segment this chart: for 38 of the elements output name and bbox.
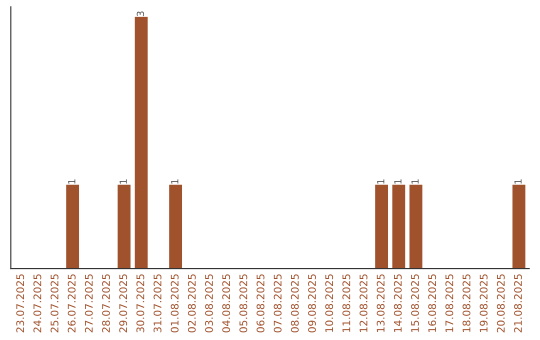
x-tick-label: 11.08.2025 <box>342 274 350 332</box>
x-tick-label: 05.08.2025 <box>239 274 248 332</box>
x-tick-label: 30.07.2025 <box>136 274 144 332</box>
x-tick-label: 18.08.2025 <box>462 274 470 332</box>
data-label: 1 <box>120 179 127 184</box>
data-label: 3 <box>136 11 144 16</box>
x-tick-label: 24.07.2025 <box>33 274 42 332</box>
x-tick-label: 02.08.2025 <box>188 274 196 332</box>
x-tick-label: 13.08.2025 <box>376 274 385 332</box>
x-tick-label: 15.08.2025 <box>411 274 419 332</box>
x-tick-label: 06.08.2025 <box>256 274 264 332</box>
x-tick-label: 29.07.2025 <box>119 274 128 332</box>
data-label: 1 <box>514 179 522 184</box>
x-tick-label: 17.08.2025 <box>445 274 454 332</box>
x-tick-label: 25.07.2025 <box>50 274 58 332</box>
x-tick-label: 08.08.2025 <box>290 274 299 332</box>
x-tick-label: 28.07.2025 <box>102 274 110 332</box>
data-label: 1 <box>377 179 384 184</box>
x-tick-label: 03.08.2025 <box>205 274 213 332</box>
x-tick-label: 23.07.2025 <box>16 274 24 332</box>
x-tick-label: 12.08.2025 <box>360 274 368 332</box>
x-tick-label: 31.07.2025 <box>154 274 162 332</box>
x-tick-label: 04.08.2025 <box>222 274 230 332</box>
x-tick-label: 21.08.2025 <box>514 274 522 332</box>
x-tick-label: 20.08.2025 <box>496 274 505 332</box>
x-tick-label: 27.07.2025 <box>84 274 93 332</box>
x-tick-label: 10.08.2025 <box>325 274 334 332</box>
x-tick-label: 19.08.2025 <box>480 274 488 332</box>
x-tick-label: 26.07.2025 <box>68 274 76 332</box>
data-label: 1 <box>394 179 402 184</box>
x-tick-label: 14.08.2025 <box>394 274 402 332</box>
data-label: 1 <box>171 179 178 184</box>
x-tick-label: 16.08.2025 <box>428 274 436 332</box>
x-tick-label: 09.08.2025 <box>308 274 316 332</box>
x-tick-label: 01.08.2025 <box>170 274 179 332</box>
data-label: 1 <box>68 179 76 184</box>
x-tick-label: 07.08.2025 <box>274 274 282 332</box>
data-label: 1 <box>412 179 419 184</box>
